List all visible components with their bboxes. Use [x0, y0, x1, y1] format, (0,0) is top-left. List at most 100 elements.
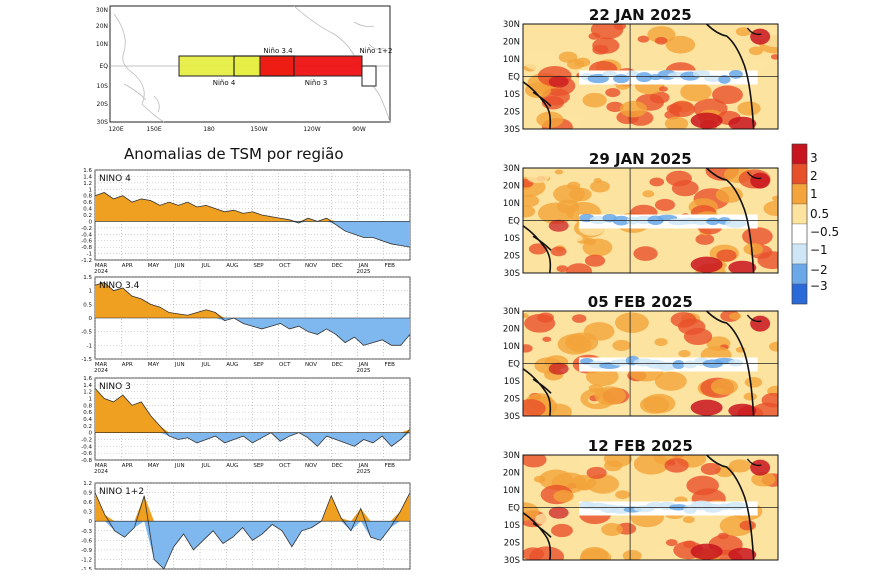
region-label: Niño 4 [213, 79, 236, 87]
warm-patch [605, 88, 621, 98]
y-tick-label: -0.9 [81, 548, 92, 554]
hot-patch [548, 75, 569, 88]
warm-patch [642, 190, 655, 198]
lat-label: 20N [96, 23, 108, 30]
cold-patch [692, 217, 711, 226]
map-field [523, 168, 778, 273]
regions-map: 30N 20N 10N EQ 10S 20S 30S 120E 150E 180 150W 120W 9… [94, 4, 396, 134]
month-label: JUN [174, 362, 185, 368]
warm-patch [671, 180, 699, 197]
month-label: JUL [201, 263, 212, 269]
warm-patch [742, 227, 773, 246]
warm-patch [580, 546, 609, 560]
y-tick-label: 1.5 [83, 275, 92, 281]
warm-patch [583, 237, 596, 246]
warm-patch [526, 169, 550, 184]
map-lat-label: 20S [504, 252, 520, 262]
y-tick-label: -0.8 [81, 458, 92, 464]
hot-patch [728, 116, 757, 129]
region-box [361, 65, 377, 87]
colorbar-swatch [791, 183, 808, 205]
warm-patch [523, 313, 529, 319]
y-tick-label: 1.4 [83, 383, 92, 389]
map-lat-label: 30N [503, 307, 520, 317]
month-label: DEC [331, 263, 343, 269]
cold-patch [602, 70, 618, 78]
warm-patch [556, 265, 568, 273]
month-label: JAN [358, 463, 368, 469]
warm-patch [658, 86, 668, 92]
timeseries-svg: 1.61.41.210.80.60.40.20-0.2-0.4-0.6-0.8-… [81, 168, 411, 574]
warm-patch [558, 51, 578, 63]
year-label: 2025 [357, 469, 371, 475]
colorbar-label: 1 [810, 187, 818, 201]
y-tick-label: 1 [89, 397, 93, 403]
panel-title: NINO 4 [99, 174, 131, 184]
colorbar-label: 2 [810, 169, 818, 183]
warm-patch [751, 472, 776, 487]
y-tick-label: -0.6 [81, 538, 92, 544]
map-date-title: 12 FEB 2025 [588, 437, 693, 455]
cold-patch [718, 74, 731, 84]
negative-area [95, 432, 410, 447]
colorbar-swatch [791, 223, 808, 245]
region-label: Niño 1+2 [360, 47, 393, 55]
warm-patch [716, 249, 737, 262]
y-tick-label: 0 [89, 519, 93, 525]
warm-patch [666, 460, 676, 466]
warm-patch [523, 194, 540, 207]
coastline [523, 368, 552, 416]
warm-patch [601, 523, 623, 537]
y-tick-label: -0.4 [81, 444, 92, 450]
coastline [523, 225, 552, 273]
lat-label: 30N [96, 7, 108, 14]
warm-patch [606, 101, 624, 113]
map-lat-label: EQ [508, 217, 520, 227]
y-tick-label: 1 [89, 289, 93, 295]
y-tick-label: -0.6 [81, 239, 92, 245]
y-tick-label: -0.4 [81, 232, 92, 238]
warm-patch [713, 387, 724, 394]
cold-patch [683, 360, 697, 369]
coastline [523, 512, 552, 560]
y-tick-label: 0.8 [83, 194, 92, 200]
month-label: AUG [226, 362, 238, 368]
colorbar-swatch [791, 163, 808, 185]
warm-patch [682, 516, 695, 524]
map-lat-label: 20N [503, 182, 520, 192]
map-frame [522, 167, 779, 274]
warm-patch [683, 327, 713, 345]
warm-patch [649, 177, 665, 187]
y-tick-label: 0.2 [83, 424, 92, 430]
warm-patch [523, 547, 545, 560]
warm-patch [654, 198, 676, 211]
warm-patch [524, 82, 552, 99]
y-tick-label: -0.2 [81, 226, 92, 232]
month-label: OCT [279, 263, 291, 269]
y-tick-label: 0.3 [83, 510, 92, 516]
hot-patch [548, 219, 569, 232]
warm-patch [594, 386, 626, 406]
warm-patch [678, 349, 691, 358]
negative-area [95, 221, 410, 248]
year-label: 2025 [357, 368, 371, 374]
panel-title: NINO 3.4 [99, 281, 140, 291]
warm-patch [665, 35, 696, 54]
month-label: FEB [385, 463, 396, 469]
warm-patch [715, 186, 743, 203]
y-tick-label: 1.6 [83, 376, 92, 382]
map-lat-label: 10N [503, 342, 520, 352]
month-label: NOV [305, 263, 317, 269]
series-line [94, 192, 411, 248]
y-tick-label: -0.3 [81, 529, 92, 535]
month-label: MAY [148, 362, 160, 368]
map-field [523, 455, 778, 560]
colorbar-label: 0.5 [810, 207, 829, 221]
map-lat-label: EQ [508, 504, 520, 514]
hot-patch [728, 547, 757, 560]
hot-patch [750, 459, 771, 476]
warm-patch [582, 92, 607, 108]
coastline [706, 168, 755, 273]
anomaly-map: 30N 20N 10N EQ 10S 20S 30S 22 JAN 2025 [503, 6, 779, 135]
